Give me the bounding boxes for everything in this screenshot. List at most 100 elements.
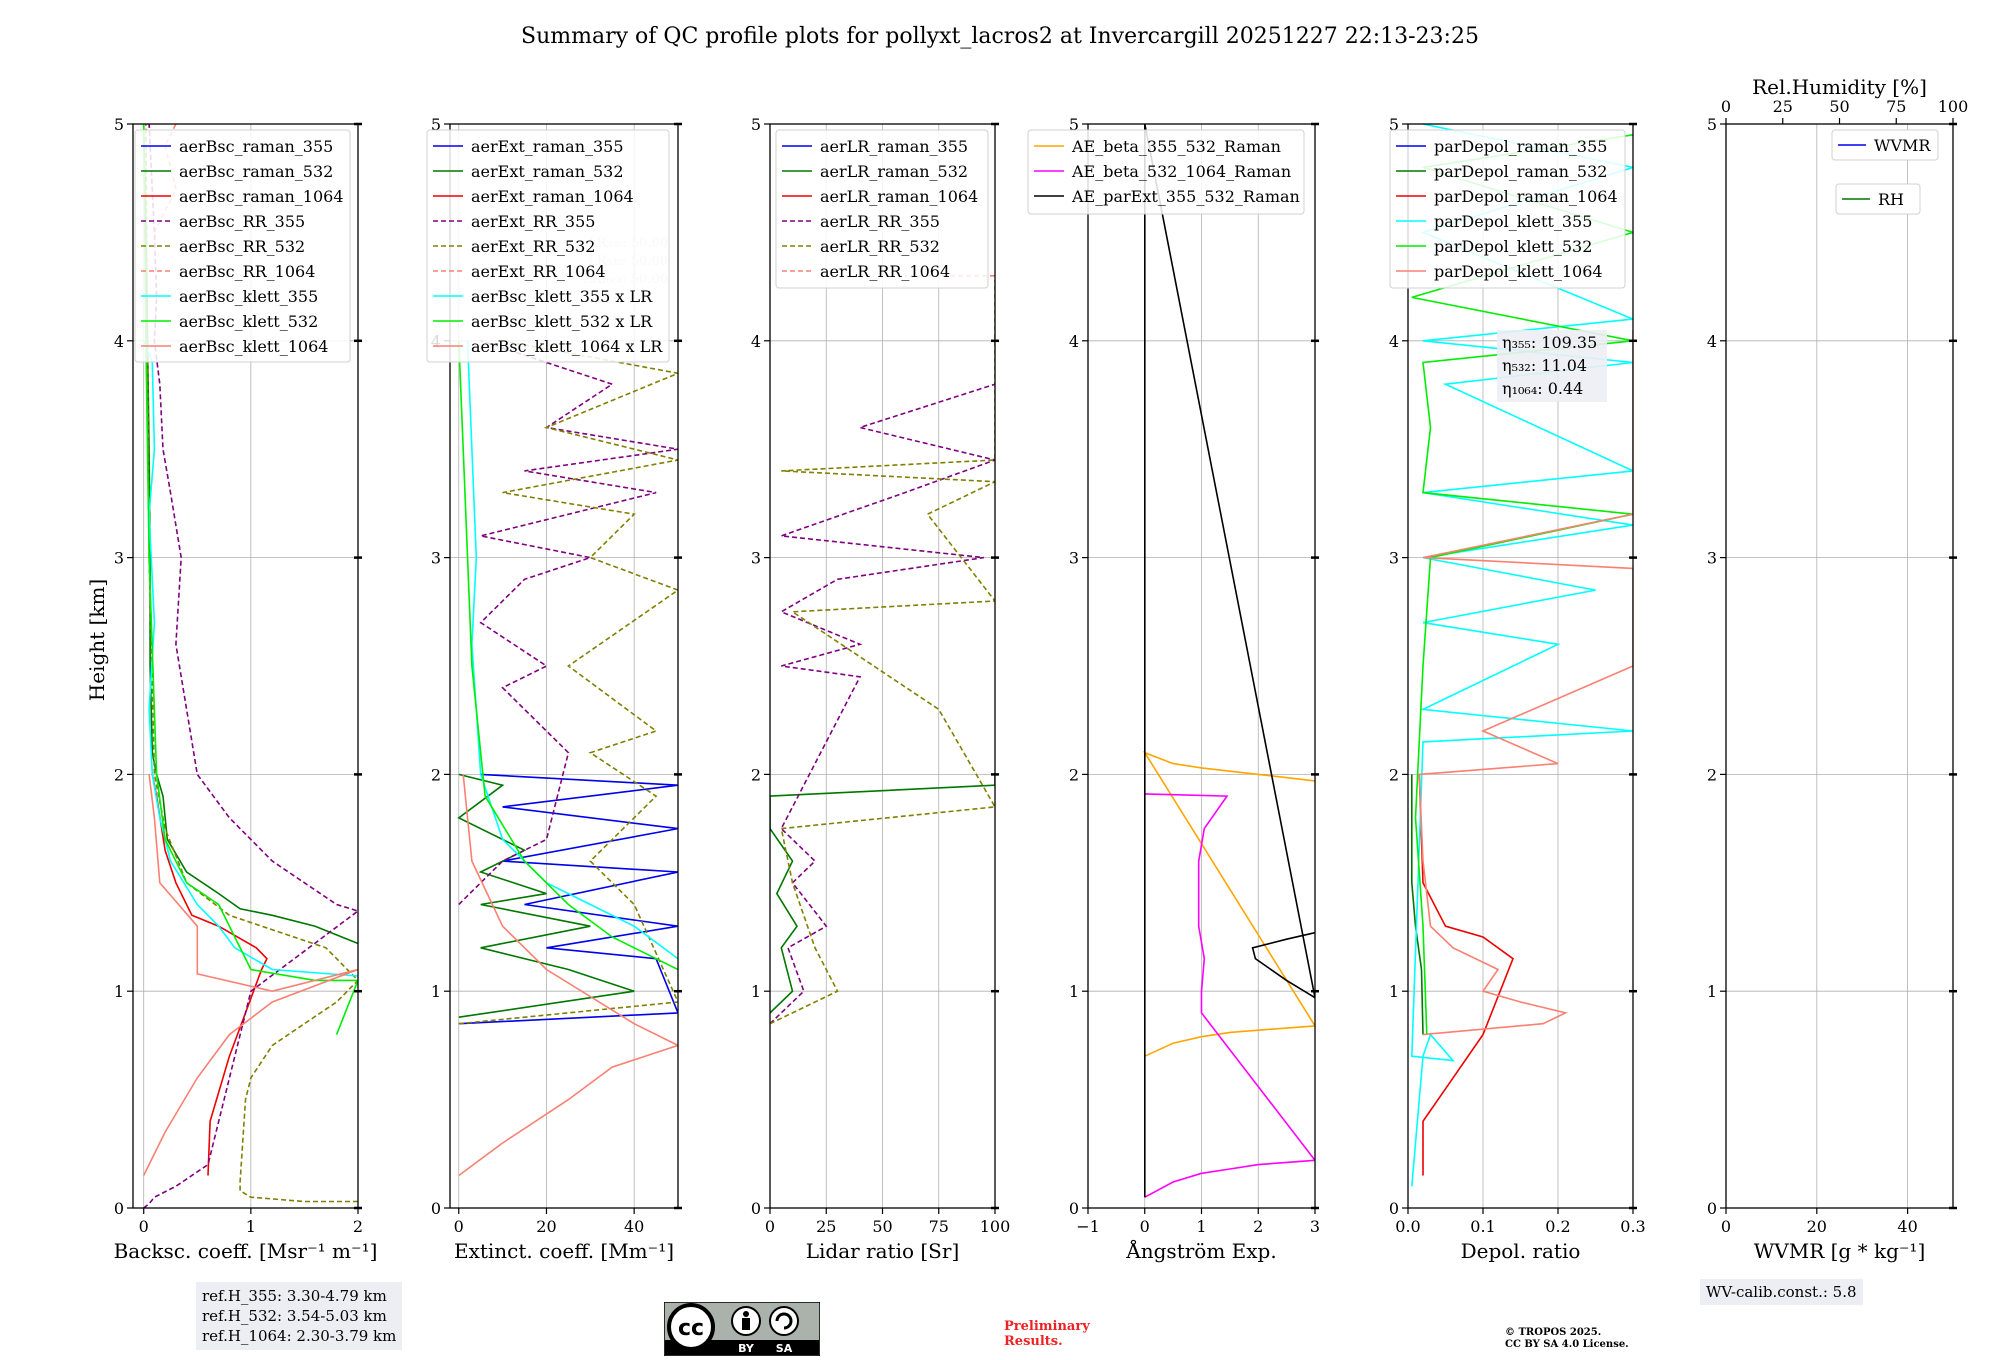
preliminary-line-1: Preliminary: [1004, 1319, 1090, 1334]
series-ext-8: [458, 774, 678, 1177]
xlabel-ext: Extinct. coeff. [Mm⁻¹]: [454, 1239, 674, 1263]
legend-label-bsc-3: aerBsc_RR_355: [179, 212, 305, 231]
legend-label-lr-5: aerLR_RR_1064: [820, 262, 950, 281]
axes-frame-wv: [1725, 123, 1954, 1209]
eta-label-2: η₁₀₆₄: 0.44: [1502, 379, 1583, 398]
ytick-label-dep-1: 1: [1389, 982, 1399, 1001]
legend-label-dep-2: parDepol_raman_1064: [1434, 187, 1618, 206]
series-ext-7: [458, 340, 678, 971]
cc-sa-arrow: [775, 1312, 793, 1330]
reference-height-box: ref.H_355: 3.30-4.79 km ref.H_532: 3.54-…: [196, 1282, 403, 1350]
series-bsc-7: [142, 124, 358, 1035]
top-xtick-label-0: 0: [1721, 97, 1731, 116]
xtick-label-dep-0: 0.0: [1395, 1217, 1420, 1236]
ytick-label-ext-0: 0: [431, 1199, 441, 1218]
xtick-label-dep-2: 0.2: [1545, 1217, 1570, 1236]
legend-label-bsc-6: aerBsc_klett_355: [179, 287, 318, 306]
xtick-label-wv-0: 0: [1721, 1217, 1731, 1236]
ref-line-1064: ref.H_1064: 2.30-3.79 km: [202, 1327, 397, 1345]
legend-label-bsc-4: aerBsc_RR_532: [179, 237, 305, 256]
legend-label-dep-3: parDepol_klett_355: [1434, 212, 1592, 231]
ytick-label-ae-4: 4: [1069, 332, 1079, 351]
xtick-label-ext-0: 0: [454, 1217, 464, 1236]
cc-circle-icon: [667, 1303, 715, 1351]
series-ae-2: [1144, 124, 1315, 1198]
top-xtick-label-4: 100: [1938, 97, 1969, 116]
legend-label-ext-4: aerExt_RR_532: [471, 237, 595, 256]
legend-label-ae-1: AE_beta_532_1064_Raman: [1071, 162, 1291, 181]
legend-label-dep-5: parDepol_klett_1064: [1434, 262, 1603, 281]
cc-by-head: [743, 1311, 749, 1317]
ytick-label-wv-2: 2: [1707, 765, 1717, 784]
legend-label-lr-4: aerLR_RR_532: [820, 237, 940, 256]
panel-lr: 0 25 50 75 100 0 1 2 3 4 5 Lidar ratio [Sr] aerLR_ra…: [751, 115, 1010, 1263]
legend-label-bsc-8: aerBsc_klett_1064: [179, 337, 328, 356]
series-bsc-8: [142, 774, 358, 1176]
copyright-note: © TROPOS 2025. CC BY SA 4.0 License.: [1505, 1327, 1629, 1351]
series-lr-4: [770, 280, 995, 1025]
legend-label-lr-3: aerLR_RR_355: [820, 212, 940, 231]
xtick-label-lr-0: 0: [765, 1217, 775, 1236]
ref-line-355: ref.H_355: 3.30-4.79 km: [202, 1287, 387, 1305]
axes-frame-bsc: [132, 123, 359, 1209]
xtick-label-bsc-2: 2: [353, 1217, 363, 1236]
legend-box-rh: [1835, 183, 1921, 215]
ytick-label-lr-4: 4: [751, 332, 761, 351]
ytick-label-ae-1: 1: [1069, 982, 1079, 1001]
ytick-label-lr-0: 0: [751, 1199, 761, 1218]
xtick-label-lr-1: 25: [816, 1217, 836, 1236]
top-xtick-label-1: 25: [1773, 97, 1793, 116]
xtick-label-ae-0: −1: [1076, 1217, 1100, 1236]
xtick-label-wv-1: 20: [1807, 1217, 1827, 1236]
panel-bsc: 0 1 2 0 1 2 3 4 5 Backsc. coeff. [Msr⁻¹ m⁻¹] aerBs…: [114, 115, 378, 1263]
legend-label-ext-2: aerExt_raman_1064: [471, 187, 634, 206]
ytick-label-lr-5: 5: [751, 115, 761, 134]
series-ext-0: [458, 773, 678, 1025]
copyright-line-2: CC BY SA 4.0 License.: [1505, 1339, 1629, 1350]
legend-label-ae-0: AE_beta_355_532_Raman: [1071, 137, 1281, 156]
xlabel-bsc: Backsc. coeff. [Msr⁻¹ m⁻¹]: [114, 1239, 378, 1263]
legend-label-ext-7: aerBsc_klett_532 x LR: [471, 312, 653, 331]
xtick-label-dep-3: 0.3: [1620, 1217, 1645, 1236]
xtick-label-wv-2: 40: [1897, 1217, 1917, 1236]
axes-frame-ext: [449, 123, 679, 1209]
ytick-label-lr-1: 1: [751, 982, 761, 1001]
y-axis-label: Height [km]: [85, 579, 109, 701]
cc-by-body: [742, 1318, 750, 1330]
xlabel-dep: Depol. ratio: [1461, 1239, 1581, 1263]
legend-label-ext-8: aerBsc_klett_1064 x LR: [471, 337, 663, 356]
series-dep-3: [1410, 124, 1633, 1187]
preliminary-note: Preliminary Results.: [1004, 1319, 1090, 1349]
ytick-label-ae-2: 2: [1069, 765, 1079, 784]
ytick-label-wv-3: 3: [1707, 549, 1717, 568]
ytick-label-ext-1: 1: [431, 982, 441, 1001]
ytick-label-dep-4: 4: [1389, 332, 1399, 351]
series-lr-3: [770, 383, 995, 1025]
legend-label-dep-0: parDepol_raman_355: [1434, 137, 1607, 156]
legend-box-dep: [1389, 129, 1626, 289]
top-xlabel-wv: Rel.Humidity [%]: [1752, 75, 1927, 99]
legend-box-ae: [1027, 129, 1305, 215]
ytick-label-ext-2: 2: [431, 765, 441, 784]
xtick-label-ext-1: 20: [536, 1217, 556, 1236]
xtick-label-bsc-1: 1: [246, 1217, 256, 1236]
legend-label-lr-1: aerLR_raman_532: [820, 162, 968, 181]
panel-dep: 0.0 0.1 0.2 0.3 0 1 2 3 4 5 Depol. ratio parDepol_r…: [1389, 115, 1646, 1263]
ytick-label-wv-1: 1: [1707, 982, 1717, 1001]
xtick-label-ae-4: 3: [1310, 1217, 1320, 1236]
legend-label-ext-5: aerExt_RR_1064: [471, 262, 606, 281]
axes-frame-dep: [1407, 123, 1634, 1209]
legend-label-bsc-5: aerBsc_RR_1064: [179, 262, 315, 281]
ytick-label-dep-5: 5: [1389, 115, 1399, 134]
legend-label-bsc-2: aerBsc_raman_1064: [179, 187, 344, 206]
legend-label-dep-4: parDepol_klett_532: [1434, 237, 1592, 256]
series-bsc-1: [142, 124, 358, 945]
series-bsc-4: [145, 124, 358, 1203]
legend-label-bsc-0: aerBsc_raman_355: [179, 137, 333, 156]
xtick-label-ae-3: 2: [1253, 1217, 1263, 1236]
figure-title: Summary of QC profile plots for pollyxt_…: [521, 24, 1479, 49]
legend-label-ext-3: aerExt_RR_355: [471, 212, 595, 231]
legend-box-ext: [426, 129, 670, 363]
